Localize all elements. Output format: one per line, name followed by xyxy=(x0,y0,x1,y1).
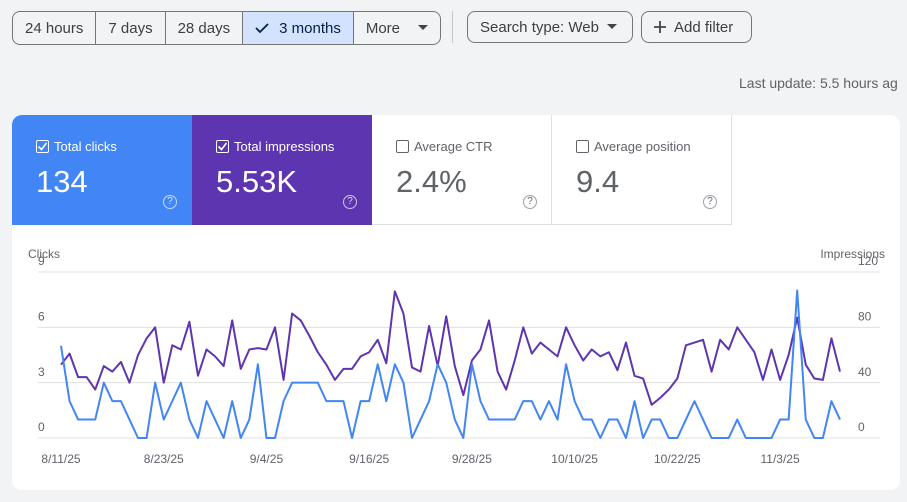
metric-tile[interactable]: Total impressions 5.53K? xyxy=(192,115,372,225)
last-update: Last update: 5.5 hours ag xyxy=(739,75,898,91)
help-icon[interactable]: ? xyxy=(523,195,537,209)
metric-value: 2.4% xyxy=(396,164,467,199)
metric-tile[interactable]: Total clicks 134? xyxy=(12,115,192,225)
separator xyxy=(452,11,453,43)
range-label: 24 hours xyxy=(25,19,84,37)
metric-label: Total impressions xyxy=(234,139,335,154)
checkbox[interactable] xyxy=(216,140,229,153)
check-icon xyxy=(255,22,269,33)
help-icon[interactable]: ? xyxy=(703,195,717,209)
help-icon[interactable]: ? xyxy=(343,195,357,209)
y2-tick-label: 0 xyxy=(858,420,865,434)
metric-tile[interactable]: Average CTR 2.4%? xyxy=(372,115,552,225)
series-line xyxy=(60,290,841,406)
y-tick-label: 3 xyxy=(38,365,45,379)
checkbox[interactable] xyxy=(396,140,409,153)
help-icon[interactable]: ? xyxy=(163,195,177,209)
chart: Clicks Impressions 0 3 6 9 0 40 80 120 8/11/25 8/… xyxy=(28,247,885,466)
plus-icon xyxy=(654,21,666,33)
x-tick-label: 9/4/25 xyxy=(250,452,284,466)
y-tick-label: 6 xyxy=(38,310,45,324)
range-label: More xyxy=(365,19,401,37)
series-line xyxy=(60,289,841,439)
metric-label: Average CTR xyxy=(414,139,493,154)
range-option[interactable]: More xyxy=(352,12,440,44)
add-filter-label: Add filter xyxy=(674,18,734,36)
y2-tick-label: 120 xyxy=(858,254,878,268)
search-type-label: Search type: Web xyxy=(480,18,599,36)
y2-axis-title: Impressions xyxy=(820,247,885,261)
performance-card: Total clicks 134? Total impressions 5.53K? A… xyxy=(12,115,900,490)
x-tick-label: 9/28/25 xyxy=(452,452,492,466)
y-tick-label: 0 xyxy=(38,420,45,434)
metric-label: Total clicks xyxy=(54,139,117,154)
y-axis-title: Clicks xyxy=(28,247,60,261)
x-tick-label: 9/16/25 xyxy=(349,452,389,466)
y-tick-label: 9 xyxy=(38,254,45,268)
x-tick-label: 10/10/25 xyxy=(551,452,598,466)
range-label: 3 months xyxy=(279,19,341,37)
range-option[interactable]: 3 months xyxy=(242,12,353,44)
y2-tick-label: 80 xyxy=(858,310,872,324)
y2-tick-label: 40 xyxy=(858,365,872,379)
checkbox[interactable] xyxy=(576,140,589,153)
date-range-selector: 24 hours 7 days 28 days 3 months More xyxy=(12,11,442,45)
search-type-button[interactable]: Search type: Web xyxy=(467,11,633,43)
metric-value: 9.4 xyxy=(576,164,620,199)
range-option[interactable]: 28 days xyxy=(164,12,243,44)
x-tick-label: 11/3/25 xyxy=(760,452,799,466)
range-label: 28 days xyxy=(177,19,231,37)
x-tick-label: 8/11/25 xyxy=(41,452,80,466)
metric-tile[interactable]: Average position 9.4? xyxy=(552,115,732,225)
range-option[interactable]: 7 days xyxy=(95,12,164,44)
add-filter-button[interactable]: Add filter xyxy=(641,11,752,43)
metric-label: Average position xyxy=(594,139,691,154)
x-tick-label: 10/22/25 xyxy=(654,452,701,466)
metric-value: 5.53K xyxy=(216,164,298,199)
x-tick-label: 8/23/25 xyxy=(144,452,184,466)
metric-value: 134 xyxy=(36,164,88,199)
dropdown-icon xyxy=(418,25,429,30)
checkbox[interactable] xyxy=(36,140,49,153)
range-option[interactable]: 24 hours xyxy=(13,12,95,44)
check-icon xyxy=(217,142,228,151)
check-icon xyxy=(37,142,48,151)
range-label: 7 days xyxy=(108,19,153,37)
dropdown-icon xyxy=(606,24,617,29)
